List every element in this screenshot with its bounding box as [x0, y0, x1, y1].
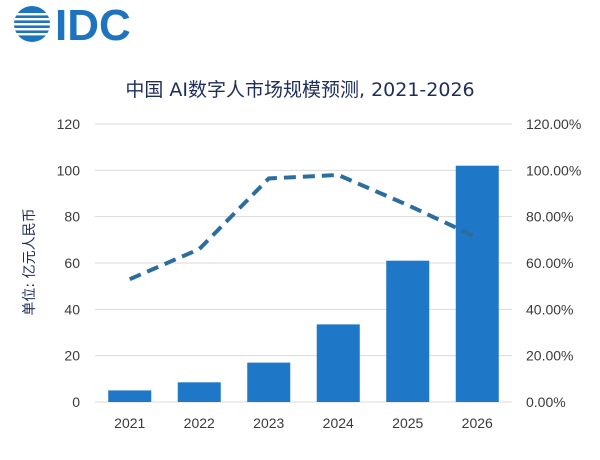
x-tick-label: 2022 [184, 415, 215, 431]
y-axis-right-ticks: 0.00% 20.00% 40.00% 60.00% 80.00% 100.00% 120.… [526, 116, 581, 410]
y2-tick-label: 20.00% [526, 348, 573, 364]
y-axis-left-ticks: 0 20 40 60 80 100 120 [57, 116, 81, 410]
bar [247, 363, 290, 402]
y2-tick-label: 0.00% [526, 394, 566, 410]
y-tick-label: 120 [57, 116, 81, 132]
chart-title: 中国 AI数字人市场规模预测, 2021-2026 [125, 79, 474, 101]
idc-logo: IDC [14, 1, 131, 50]
bar [178, 382, 221, 402]
x-tick-label: 2023 [253, 415, 284, 431]
y-tick-label: 100 [57, 162, 81, 178]
y-tick-label: 60 [64, 255, 80, 271]
bar [456, 166, 499, 402]
y2-tick-label: 80.00% [526, 209, 573, 225]
y-tick-label: 20 [64, 348, 80, 364]
y-tick-label: 80 [64, 209, 80, 225]
bar-series [108, 166, 499, 402]
bar [386, 261, 429, 402]
y2-tick-label: 100.00% [526, 162, 581, 178]
x-axis-ticks: 2021 2022 2023 2024 2025 2026 [114, 415, 493, 431]
x-tick-label: 2025 [392, 415, 423, 431]
y2-tick-label: 40.00% [526, 301, 573, 317]
x-tick-label: 2026 [462, 415, 493, 431]
y2-tick-label: 60.00% [526, 255, 573, 271]
logo-text: IDC [55, 1, 131, 50]
grid-lines [95, 124, 512, 402]
y-tick-label: 0 [72, 394, 80, 410]
x-tick-label: 2021 [114, 415, 145, 431]
y2-tick-label: 120.00% [526, 116, 581, 132]
y-tick-label: 40 [64, 301, 80, 317]
globe-icon [14, 4, 50, 42]
y-axis-label: 单位: 亿元人民币 [22, 208, 38, 315]
bar [108, 390, 151, 402]
bar [317, 324, 360, 402]
x-tick-label: 2024 [323, 415, 354, 431]
